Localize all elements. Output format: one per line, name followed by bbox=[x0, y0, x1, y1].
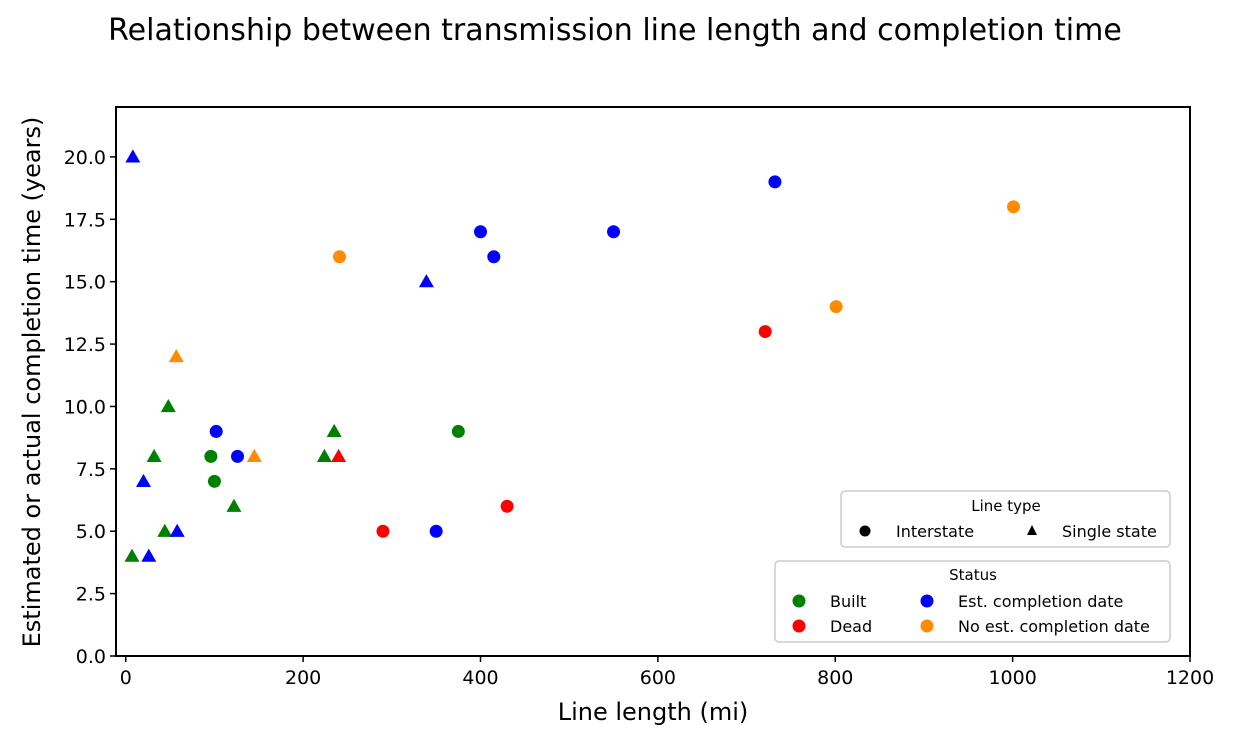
legend-entry-no-est-completion: No est. completion date bbox=[958, 617, 1150, 636]
data-point-interstate bbox=[451, 424, 465, 438]
data-point-interstate bbox=[829, 300, 843, 314]
x-tick-label: 800 bbox=[817, 667, 853, 689]
legend-line-type-box bbox=[840, 490, 1171, 548]
legend-status: Status Built Est. completion date Dead N… bbox=[774, 560, 1171, 643]
data-point-interstate bbox=[204, 449, 218, 463]
x-axis-label: Line length (mi) bbox=[558, 698, 749, 726]
data-point-single-state bbox=[141, 548, 157, 562]
x-tick-label: 200 bbox=[285, 667, 321, 689]
data-point-single-state bbox=[168, 349, 184, 363]
legend-line-type-title: Line type bbox=[971, 497, 1041, 515]
data-point-interstate bbox=[1007, 200, 1021, 214]
legend-triangle-icon bbox=[1027, 525, 1037, 535]
legend-no-est-completion-icon bbox=[920, 619, 934, 633]
data-point-interstate bbox=[429, 524, 443, 538]
legend-status-box bbox=[774, 560, 1171, 643]
data-point-single-state bbox=[226, 498, 242, 512]
data-point-interstate bbox=[207, 474, 221, 488]
x-axis-ticks: 0 200 400 600 800 1000 1200 bbox=[120, 656, 1214, 689]
y-axis-label: Estimated or actual completion time (yea… bbox=[18, 117, 46, 648]
data-point-interstate bbox=[607, 225, 621, 239]
data-point-single-state bbox=[316, 448, 332, 462]
data-point-single-state bbox=[246, 448, 262, 462]
x-tick-label: 1200 bbox=[1166, 667, 1214, 689]
y-axis-ticks: 0.0 2.5 5.0 7.5 10.0 12.5 15.0 17.5 20.0 bbox=[64, 147, 116, 668]
y-tick-label: 10.0 bbox=[64, 396, 106, 418]
legend-status-title: Status bbox=[949, 566, 997, 584]
data-point-interstate bbox=[768, 175, 782, 189]
legend-est-completion-icon bbox=[920, 594, 934, 608]
chart-title: Relationship between transmission line l… bbox=[108, 13, 1122, 48]
y-tick-label: 17.5 bbox=[64, 209, 106, 231]
x-tick-label: 400 bbox=[462, 667, 498, 689]
y-tick-label: 7.5 bbox=[76, 459, 106, 481]
y-tick-label: 0.0 bbox=[76, 646, 106, 668]
y-tick-label: 15.0 bbox=[64, 272, 106, 294]
data-point-interstate bbox=[474, 225, 488, 239]
data-point-interstate bbox=[209, 424, 223, 438]
data-point-interstate bbox=[758, 325, 772, 339]
legend-entry-interstate: Interstate bbox=[896, 522, 974, 541]
x-tick-label: 1000 bbox=[988, 667, 1036, 689]
y-tick-label: 2.5 bbox=[76, 584, 106, 606]
legend-dead-icon bbox=[792, 619, 806, 633]
data-point-interstate bbox=[376, 524, 390, 538]
x-tick-label: 600 bbox=[640, 667, 676, 689]
data-point-interstate bbox=[332, 250, 346, 264]
data-point-single-state bbox=[160, 398, 176, 413]
plot-frame bbox=[115, 106, 1191, 657]
data-point-single-state bbox=[135, 473, 151, 487]
data-point-single-state bbox=[418, 274, 434, 288]
data-point-single-state bbox=[326, 423, 342, 438]
data-points bbox=[124, 149, 1021, 562]
data-point-interstate bbox=[231, 449, 245, 463]
data-point-single-state bbox=[125, 149, 141, 163]
data-point-interstate bbox=[500, 499, 514, 513]
legend-entry-dead: Dead bbox=[830, 617, 872, 636]
legend-entry-single-state: Single state bbox=[1062, 522, 1157, 541]
data-point-single-state bbox=[157, 523, 173, 537]
legend-built-icon bbox=[792, 594, 806, 608]
y-tick-label: 12.5 bbox=[64, 334, 106, 356]
data-point-interstate bbox=[487, 250, 501, 264]
x-tick-label: 0 bbox=[120, 667, 132, 689]
legend-entry-built: Built bbox=[830, 592, 866, 611]
legend-circle-icon bbox=[859, 525, 871, 537]
data-point-single-state bbox=[331, 448, 347, 462]
data-point-single-state bbox=[146, 448, 162, 462]
legend-line-type: Line type Interstate Single state bbox=[840, 490, 1171, 548]
data-point-single-state bbox=[169, 523, 185, 537]
legend-entry-est-completion: Est. completion date bbox=[958, 592, 1123, 611]
y-tick-label: 20.0 bbox=[64, 147, 106, 169]
y-tick-label: 5.0 bbox=[76, 521, 106, 543]
data-point-single-state bbox=[124, 548, 140, 562]
